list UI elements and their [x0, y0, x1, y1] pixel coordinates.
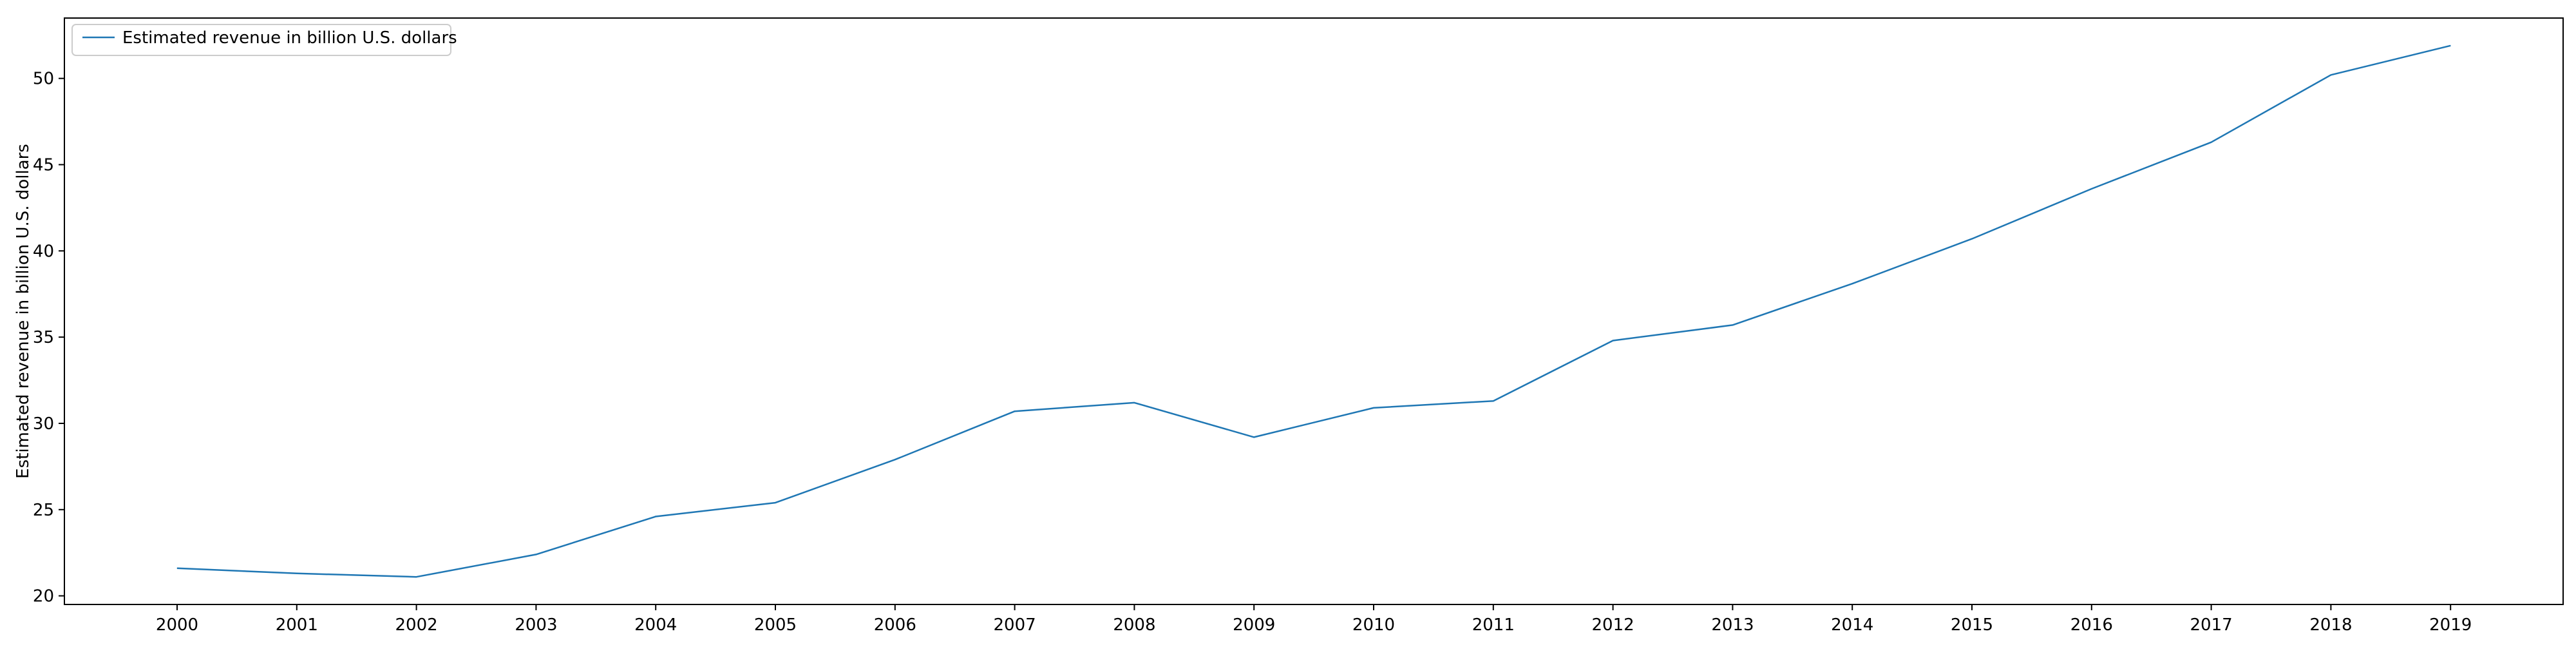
x-tick-label: 2009 [1233, 615, 1275, 635]
y-tick-label: 25 [33, 501, 54, 520]
y-axis: 20 25 30 35 40 45 50 [33, 70, 64, 606]
y-tick-label: 30 [33, 414, 54, 434]
x-tick-label: 2001 [276, 615, 318, 635]
series-layer [176, 44, 2451, 578]
x-tick-label: 2006 [874, 615, 916, 635]
legend-box [71, 24, 451, 56]
y-tick-label: 50 [33, 70, 54, 89]
x-tick-label: 2005 [754, 615, 797, 635]
y-tick-label: 35 [33, 328, 54, 347]
x-tick-label: 2015 [1951, 615, 1993, 635]
x-tick-label: 2007 [994, 615, 1036, 635]
x-tick-label: 2012 [1592, 615, 1634, 635]
legend-label: Estimated revenue in billion U.S. dollar… [122, 28, 457, 48]
data-point [1253, 436, 1255, 438]
legend: Estimated revenue in billion U.S. dollar… [71, 24, 457, 56]
data-point [2091, 188, 2092, 189]
x-tick-label: 2018 [2309, 615, 2352, 635]
y-axis-label: Estimated revenue in billion U.S. dollar… [14, 144, 33, 479]
x-tick-label: 2011 [1472, 615, 1515, 635]
y-tick-label: 45 [33, 156, 54, 175]
y-tick-label: 20 [33, 587, 54, 606]
x-tick-label: 2003 [515, 615, 557, 635]
series-line [176, 44, 2451, 578]
y-tick-label: 40 [33, 242, 54, 261]
data-point [1014, 410, 1016, 412]
x-tick-label: 2010 [1352, 615, 1395, 635]
plot-area [64, 17, 2564, 605]
x-tick-label: 2000 [156, 615, 198, 635]
data-point [2450, 45, 2451, 46]
x-tick-label: 2016 [2070, 615, 2113, 635]
x-tick-label: 2004 [634, 615, 677, 635]
x-tick-label: 2014 [1831, 615, 1873, 635]
x-tick-label: 2008 [1113, 615, 1155, 635]
x-tick-label: 2002 [395, 615, 438, 635]
data-point [1971, 238, 1973, 240]
x-tick-label: 2017 [2190, 615, 2233, 635]
data-point [1133, 402, 1135, 403]
x-axis: 2000 2001 2002 2003 2004 2005 2006 2007 2008 2009… [156, 604, 2472, 635]
data-point [296, 573, 298, 574]
x-tick-label: 2013 [1711, 615, 1754, 635]
x-tick-label: 2019 [2429, 615, 2472, 635]
